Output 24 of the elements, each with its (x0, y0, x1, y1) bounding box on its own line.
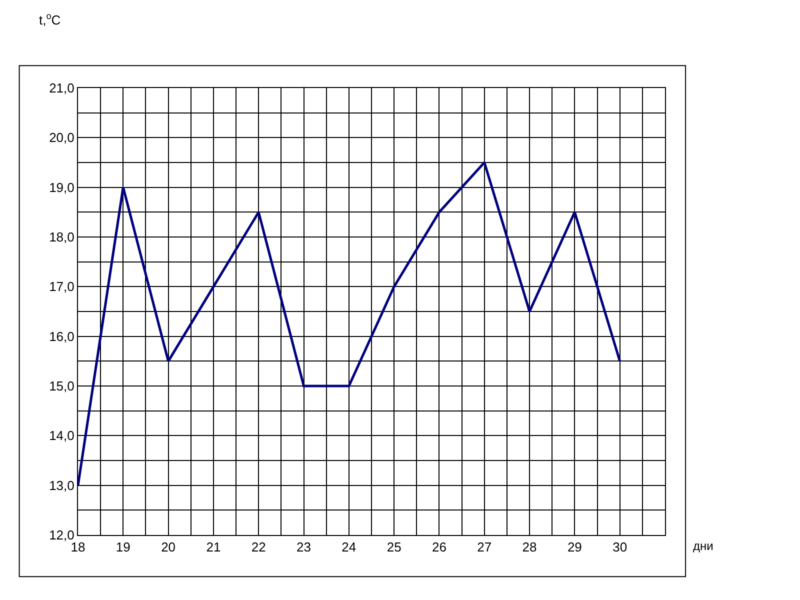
y-axis-title: t,$^{o}$C (39, 11, 61, 28)
x-tick-label: 23 (296, 540, 312, 555)
x-tick-label: 24 (342, 540, 356, 555)
x-tick-label: 21 (206, 540, 221, 555)
x-tick-label: 29 (567, 540, 582, 555)
y-tick-label: 19,0 (49, 180, 74, 195)
x-tick-label: 22 (251, 540, 266, 555)
y-tick-label: 16,0 (49, 328, 74, 344)
y-tick-label: 13,0 (49, 478, 74, 493)
y-tick-label: 20,0 (49, 130, 74, 146)
y-tick-label: 17,0 (49, 279, 74, 294)
x-tick-label: 25 (386, 540, 402, 555)
y-tick-label: 18,0 (49, 230, 74, 245)
x-tick-label: 19 (116, 540, 130, 555)
y-tick-label: 21,0 (49, 80, 74, 96)
y-tick-label: 14,0 (49, 428, 74, 444)
x-tick-label: 30 (612, 540, 628, 555)
x-tick-label: 26 (432, 540, 446, 555)
line-series (78, 161, 622, 487)
x-axis-title: дни (693, 539, 714, 553)
x-tick-label: 20 (161, 540, 176, 555)
y-tick-label: 15,0 (49, 378, 74, 394)
x-tick-label: 28 (522, 540, 537, 555)
x-tick-label: 27 (477, 540, 492, 555)
